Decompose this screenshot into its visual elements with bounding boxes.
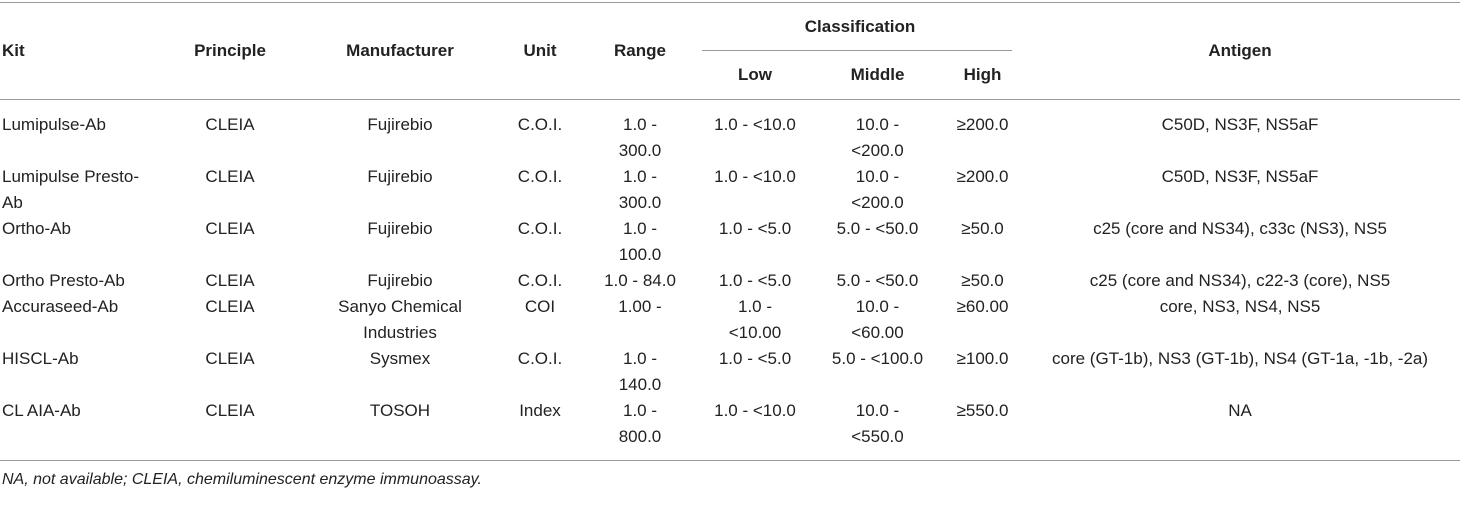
group-header: Classification — [700, 3, 1020, 51]
table-cell: Fujirebio — [367, 167, 433, 186]
table-cell: C.O.I. — [517, 167, 563, 186]
table-cell: core, NS3, NS4, NS5 — [1159, 297, 1321, 316]
table-cell: 1.0 - <10.0 — [714, 115, 796, 134]
footnote: NA, not available; CLEIA, chemiluminesce… — [2, 471, 482, 488]
table-cell: c25 (core and NS34), c22-3 (core), NS5 — [1089, 271, 1391, 290]
table-cell: ≥200.0 — [956, 167, 1009, 186]
table-cell: HISCL-Ab — [2, 349, 79, 368]
table-cell: COI — [524, 297, 556, 316]
table-cell: Sysmex — [369, 349, 431, 368]
table-cell: 5.0 - <50.0 — [836, 271, 919, 290]
table-cell: Ortho-Ab — [2, 219, 71, 238]
table-cell: TOSOH — [369, 401, 431, 420]
table-cell: ≥50.0 — [961, 219, 1004, 238]
table-cell: C50D, NS3F, NS5aF — [1161, 167, 1319, 186]
column-header: Range — [614, 41, 666, 60]
table-cell: 1.0 - <5.0 — [718, 219, 792, 238]
table-cell: 1.0 - <5.0 — [718, 271, 792, 290]
table-cell: CLEIA — [205, 401, 255, 420]
table-cell: 1.0 - 300.0 — [618, 167, 662, 212]
table-row: Lumipulse-Ab CLEIA Fujirebio C.O.I. 1.0 - 30… — [0, 100, 1460, 165]
table-cell: C.O.I. — [517, 115, 563, 134]
table-cell: NA — [1228, 401, 1252, 420]
table-cell: ≥550.0 — [956, 401, 1009, 420]
table-cell: 1.0 - 800.0 — [618, 401, 662, 446]
table-cell: 5.0 - <100.0 — [831, 349, 924, 368]
column-header: Kit — [2, 41, 25, 60]
table-row: Ortho-Ab CLEIA Fujirebio C.O.I. 1.0 - 100.0 1… — [0, 216, 1460, 268]
column-subheader: Middle — [850, 65, 905, 84]
column-header: Unit — [523, 41, 557, 60]
table-cell: 1.00 - — [618, 297, 662, 316]
table-cell: 1.0 - 100.0 — [618, 219, 662, 264]
group-header-text: Classification — [804, 17, 916, 36]
table-cell: Ortho Presto-Ab — [2, 271, 125, 290]
table-cell: 10.0 - <200.0 — [851, 167, 904, 212]
table-cell: Fujirebio — [367, 219, 433, 238]
table-cell: 10.0 - <200.0 — [851, 115, 904, 160]
table-cell: CLEIA — [205, 271, 255, 290]
table-cell: Accuraseed-Ab — [2, 297, 119, 316]
table-cell: ≥60.00 — [956, 297, 1009, 316]
table-row: Lumipulse Presto-Ab CLEIA Fujirebio C.O.I. 1… — [0, 164, 1460, 216]
table-body: Lumipulse-Ab CLEIA Fujirebio C.O.I. 1.0 - 30… — [0, 100, 1460, 461]
table-cell: 1.0 - <10.0 — [714, 167, 796, 186]
table-cell: Fujirebio — [367, 115, 433, 134]
group-rule — [702, 50, 1013, 51]
header-row: Kit Principle Manufacturer Unit Range Classif… — [0, 3, 1460, 60]
table-cell: 1.0 - 140.0 — [618, 349, 662, 394]
table-cell: Lumipulse-Ab — [2, 115, 106, 134]
table-cell: c25 (core and NS34), c33c (NS3), NS5 — [1093, 219, 1387, 238]
column-subheader: High — [963, 65, 1002, 84]
table-cell: CLEIA — [205, 219, 255, 238]
table-row: CL AIA-Ab CLEIA TOSOH Index 1.0 - 800.0 1.0 -… — [0, 398, 1460, 461]
column-subheader: Low — [738, 65, 772, 84]
table-cell: ≥100.0 — [956, 349, 1009, 368]
table-cell: CLEIA — [205, 115, 255, 134]
table-header: Kit Principle Manufacturer Unit Range Classif… — [0, 3, 1460, 100]
table-cell: Fujirebio — [367, 271, 433, 290]
table-row: Ortho Presto-Ab CLEIA Fujirebio C.O.I. 1.0 -… — [0, 268, 1460, 294]
table-cell: CL AIA-Ab — [2, 401, 81, 420]
table-cell: Lumipulse Presto-Ab — [2, 167, 140, 212]
table-cell: 1.0 - <10.00 — [728, 297, 782, 342]
table-cell: 10.0 - <60.00 — [851, 297, 904, 342]
table-cell: 1.0 - 84.0 — [604, 271, 676, 290]
table-cell: 1.0 - <5.0 — [718, 349, 792, 368]
table-cell: 5.0 - <50.0 — [836, 219, 919, 238]
table-cell: 1.0 - 300.0 — [618, 115, 662, 160]
column-header: Principle — [194, 41, 266, 60]
table-cell: core (GT-1b), NS3 (GT-1b), NS4 (GT-1a, -… — [1052, 349, 1429, 368]
table-cell: C.O.I. — [517, 271, 563, 290]
table-cell: CLEIA — [205, 167, 255, 186]
subheader-row: Low Middle High — [0, 51, 1460, 100]
table-row: Accuraseed-Ab CLEIA Sanyo Chemical Industr… — [0, 294, 1460, 346]
table-cell: ≥200.0 — [956, 115, 1009, 134]
table-row: HISCL-Ab CLEIA Sysmex C.O.I. 1.0 - 140.0 1.0 … — [0, 346, 1460, 398]
table-cell: C.O.I. — [517, 349, 563, 368]
table-cell: CLEIA — [205, 297, 255, 316]
table-cell: 10.0 - <550.0 — [851, 401, 904, 446]
table-cell: C.O.I. — [517, 219, 563, 238]
data-table: Kit Principle Manufacturer Unit Range Classif… — [0, 2, 1460, 461]
column-header: Manufacturer — [346, 41, 454, 60]
table-cell: ≥50.0 — [961, 271, 1004, 290]
table-cell: 1.0 - <10.0 — [714, 401, 796, 420]
column-header: Antigen — [1208, 41, 1272, 60]
table-cell: Sanyo Chemical Industries — [338, 297, 462, 342]
table-cell: C50D, NS3F, NS5aF — [1161, 115, 1319, 134]
table-cell: Index — [519, 401, 561, 420]
table-cell: CLEIA — [205, 349, 255, 368]
